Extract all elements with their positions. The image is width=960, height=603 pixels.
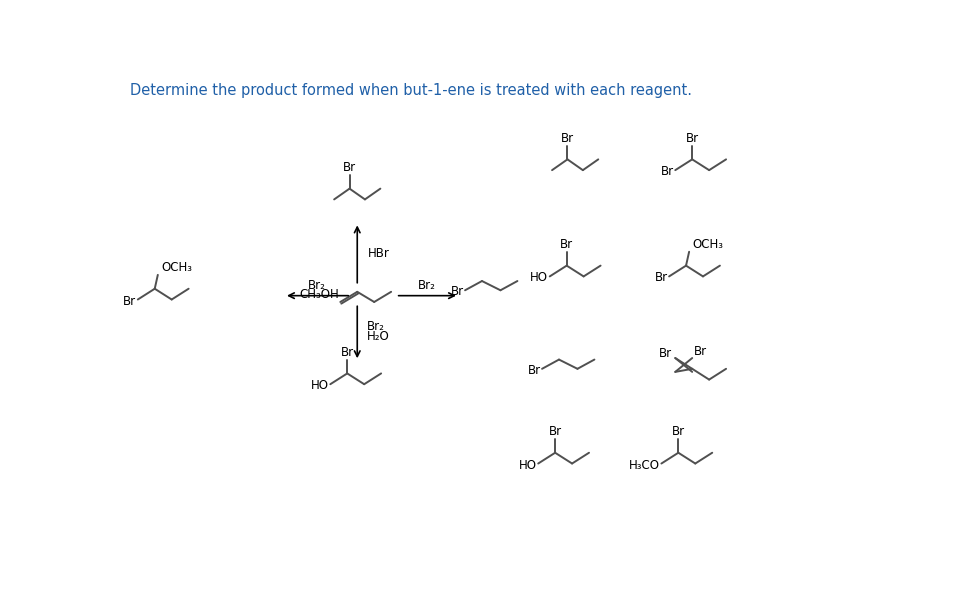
Text: Br₂: Br₂ xyxy=(418,279,436,292)
Text: Br: Br xyxy=(560,238,573,251)
Text: Br: Br xyxy=(341,346,354,359)
Text: OCH₃: OCH₃ xyxy=(161,262,192,274)
Text: Br: Br xyxy=(450,285,464,298)
Text: OCH₃: OCH₃ xyxy=(692,238,723,251)
Text: CH₃OH: CH₃OH xyxy=(299,288,339,302)
Text: Br: Br xyxy=(343,162,356,174)
Text: H₃CO: H₃CO xyxy=(629,458,660,472)
Text: Br: Br xyxy=(660,347,672,360)
Text: Br: Br xyxy=(685,132,699,145)
Text: Br: Br xyxy=(672,426,684,438)
Text: Br: Br xyxy=(527,364,540,377)
Text: Br₂: Br₂ xyxy=(367,320,384,333)
Text: Br: Br xyxy=(123,294,136,308)
Text: HO: HO xyxy=(530,271,548,285)
Text: Determine the product formed when but-1-ene is treated with each reagent.: Determine the product formed when but-1-… xyxy=(131,83,692,98)
Text: Br: Br xyxy=(561,132,574,145)
Text: HO: HO xyxy=(518,458,537,472)
Text: Br: Br xyxy=(548,426,562,438)
Text: H₂O: H₂O xyxy=(367,330,389,343)
Text: Br: Br xyxy=(694,346,707,358)
Text: Br: Br xyxy=(655,271,667,285)
Text: Br: Br xyxy=(660,165,674,178)
Text: HO: HO xyxy=(311,379,328,392)
Text: HBr: HBr xyxy=(368,247,390,260)
Text: Br₂: Br₂ xyxy=(308,279,326,292)
